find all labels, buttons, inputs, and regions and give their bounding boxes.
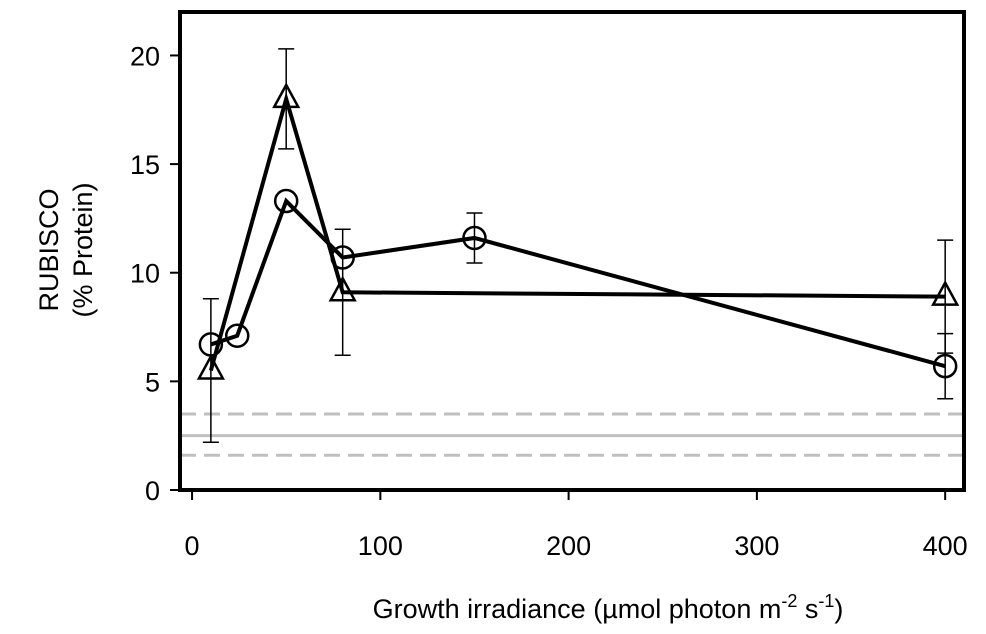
x-tick-label: 100 — [358, 531, 403, 561]
x-label-sup: -2 — [781, 591, 797, 611]
point-marker — [932, 353, 958, 379]
point-marker — [224, 323, 250, 348]
y-axis-label: RUBISCO — [34, 188, 64, 311]
x-label-part: ) — [834, 594, 843, 624]
point-marker — [462, 225, 487, 251]
x-label-part: s — [797, 594, 818, 624]
error-bar — [937, 239, 954, 354]
x-axis-label: Growth irradiance (µmol photon m-2 s-1) — [373, 591, 844, 624]
y-tick-label: 20 — [130, 41, 160, 71]
point-marker — [273, 188, 299, 214]
plot-frame — [178, 10, 966, 492]
point-marker — [196, 353, 225, 380]
point-marker — [931, 280, 960, 306]
x-tick-label: 0 — [185, 531, 200, 561]
y-axis-label: (% Protein) — [68, 182, 98, 317]
x-tick-label: 200 — [546, 531, 591, 561]
point-marker — [272, 82, 301, 109]
x-label-sup: -1 — [818, 591, 834, 611]
y-tick-label: 10 — [130, 259, 160, 289]
y-tick-label: 0 — [145, 476, 160, 506]
y-tick-label: 5 — [145, 367, 160, 397]
x-tick-label: 300 — [734, 531, 779, 561]
series-line — [210, 197, 946, 369]
series-line — [208, 91, 946, 372]
x-label-part: Growth irradiance (µmol photon m — [373, 594, 782, 624]
point-marker — [328, 275, 357, 302]
y-tick-label: 15 — [130, 150, 160, 180]
x-tick-label: 400 — [923, 531, 968, 561]
